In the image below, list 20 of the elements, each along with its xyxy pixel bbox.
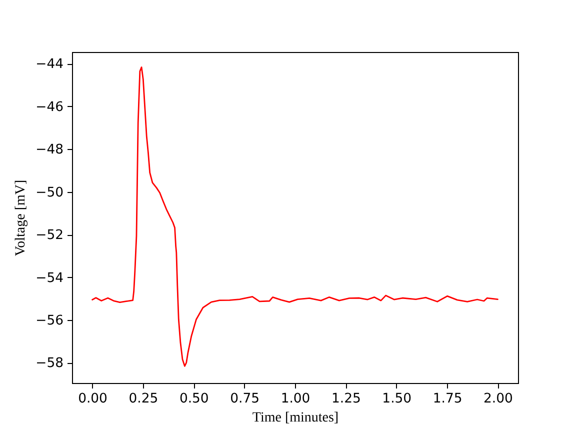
y-tick-label: −46 xyxy=(36,100,64,115)
x-tick-label: 0.50 xyxy=(179,392,209,406)
y-tick-label: −56 xyxy=(36,314,64,329)
y-tick-label: −44 xyxy=(36,57,64,72)
x-tick-label: 0.00 xyxy=(78,392,108,406)
y-tick-label: −54 xyxy=(36,270,64,286)
y-tick-label: −58 xyxy=(36,356,64,372)
line-series xyxy=(92,66,498,367)
x-axis-title: Time [minutes] xyxy=(252,410,339,426)
x-tick-label: 1.75 xyxy=(432,392,462,406)
x-tick-label: 1.50 xyxy=(382,392,412,406)
x-tick-label: 1.25 xyxy=(331,392,361,406)
x-tick-label: 0.75 xyxy=(230,392,260,406)
x-tick-label: 0.25 xyxy=(128,392,158,406)
y-tick-label: −48 xyxy=(36,142,64,158)
y-axis-title: Voltage [mV] xyxy=(14,180,29,256)
y-tick-label: −50 xyxy=(36,185,64,200)
x-tick-label: 1.00 xyxy=(280,392,310,406)
y-tick-label: −52 xyxy=(36,228,64,244)
x-tick-label: 2.00 xyxy=(484,392,513,406)
